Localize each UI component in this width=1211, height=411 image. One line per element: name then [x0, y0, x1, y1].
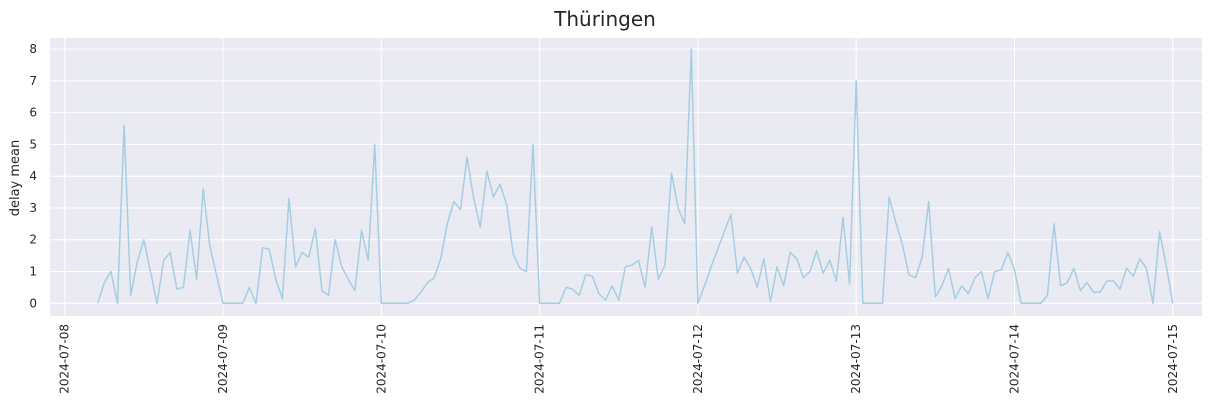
x-tick-label: 2024-07-12	[691, 324, 705, 394]
x-axis-ticks: 2024-07-08 2024-07-09 2024-07-10 2024-07-11…	[58, 324, 1180, 394]
y-tick-label: 5	[29, 137, 37, 151]
x-tick-label: 2024-07-09	[216, 324, 230, 394]
chart-title: Thüringen	[553, 7, 656, 31]
y-tick-label: 3	[29, 201, 37, 215]
x-tick-label: 2024-07-15	[1166, 324, 1180, 394]
x-tick-label: 2024-07-13	[849, 324, 863, 394]
x-tick-label: 2024-07-14	[1007, 324, 1021, 394]
y-axis-label: delay mean	[8, 140, 23, 217]
y-tick-label: 1	[29, 265, 37, 279]
y-tick-label: 4	[29, 169, 37, 183]
plot-background	[50, 38, 1202, 316]
y-tick-label: 8	[29, 42, 37, 56]
x-tick-label: 2024-07-11	[533, 324, 547, 394]
y-tick-label: 0	[29, 296, 37, 310]
series-line	[96, 48, 1174, 305]
x-tick-label: 2024-07-08	[58, 324, 72, 394]
y-axis-ticks: 0 1 2 3 4 5 6 7 8	[29, 42, 37, 310]
x-tick-label: 2024-07-10	[374, 324, 388, 394]
grid	[50, 38, 1202, 316]
y-tick-label: 2	[29, 233, 37, 247]
y-tick-label: 6	[29, 106, 37, 120]
y-tick-label: 7	[29, 74, 37, 88]
